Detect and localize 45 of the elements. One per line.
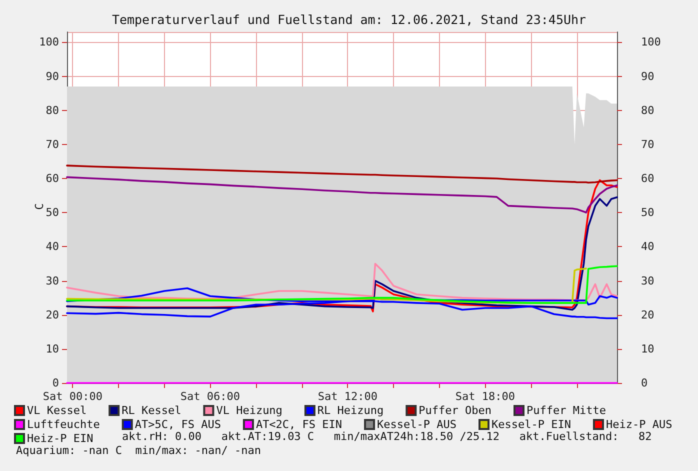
y-tick-label: 30 [46,274,59,288]
y2-tick-label: 90 [641,70,654,83]
legend-label: Heiz-P AUS [606,418,672,431]
legend-label: Kessel-P EIN [492,418,571,431]
y2-tick-label: 10 [641,342,654,356]
y-tick-label: 70 [46,138,59,151]
legend-label: Kessel-P AUS [377,418,457,431]
legend-label: AT>5C, FS AUS [134,418,221,431]
y2-tick-label: 70 [641,138,654,151]
y-tick-label: 80 [46,104,59,117]
legend-label: Puffer Oben [418,404,492,417]
y-tick-label: 20 [46,308,59,322]
y-tick-label: 100 [39,36,59,49]
y-tick-label: 10 [46,342,59,356]
y2-tick-label: 0 [641,376,648,390]
legend-label: VL Kessel [27,404,87,417]
y-tick-label: 0 [52,376,59,390]
chart-title: Temperaturverlauf und Fuellstand am: 12.06.2021, Stand 23:45Uhr [112,12,587,27]
legend-label: Puffer Mitte [526,404,606,417]
line-series [66,176,618,214]
y2-tick-label: 80 [641,104,654,117]
y-tick-label: 60 [46,172,59,186]
text: akt.rH: 0.00 akt.AT:19.03 C min/maxAT24h:18.50 /25.12 akt.Fuellstand: 82 [122,430,652,443]
legend-label: Luftfeuchte [27,418,100,431]
y2-tick-label: 20 [641,308,654,322]
legend-label: RL Kessel [122,404,182,417]
y-tick-label: 50 [46,206,59,220]
y2-tick-label: 40 [641,240,654,254]
legend-label: RL Heizung [317,404,384,417]
y-axis-title: C [32,203,46,210]
legend-label: VL Heizung [216,404,282,417]
x-tick-label: Sat 12:00 [318,390,378,403]
line-series [66,164,618,184]
x-tick-label: Sat 00:00 [42,390,103,403]
x-tick-label: Sat 06:00 [180,390,240,403]
y-tick-label: 40 [46,240,59,254]
y2-tick-label: 30 [641,274,654,288]
legend-label: AT<2C, FS EIN [256,418,342,431]
y2-tick-label: 100 [641,36,661,49]
y2-tick-label: 60 [641,172,654,186]
legend-label: Heiz-P EIN [27,432,94,445]
y2-tick-label: 50 [641,206,654,220]
y-tick-label: 90 [46,70,59,83]
text: Aquarium: -nan C min/max: -nan/ -nan [16,444,262,457]
x-tick-label: Sat 18:00 [455,390,516,403]
